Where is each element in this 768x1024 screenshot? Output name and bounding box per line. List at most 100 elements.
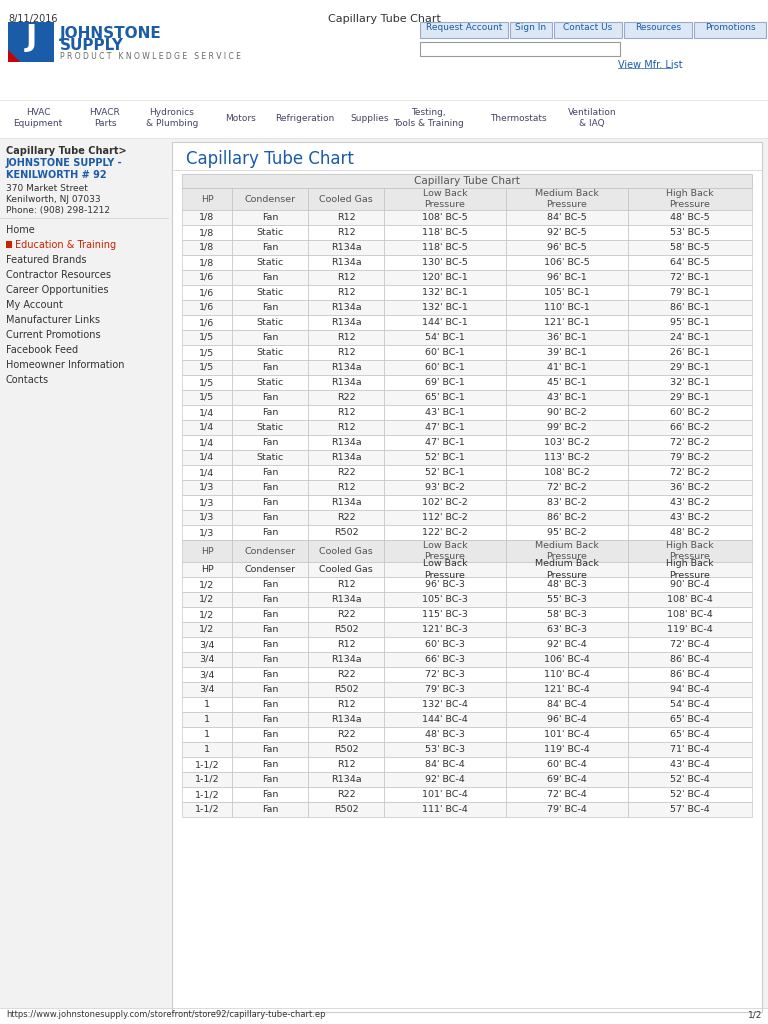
Bar [182, 465, 232, 480]
Text: 65' BC-4: 65' BC-4 [670, 715, 710, 724]
Text: 106' BC-5: 106' BC-5 [544, 258, 590, 267]
Text: 1/6: 1/6 [200, 273, 214, 282]
Text: 1-1/2: 1-1/2 [194, 805, 220, 814]
Bar [628, 622, 752, 637]
Bar [506, 787, 628, 802]
Text: Pressure: Pressure [425, 570, 465, 580]
Bar [384, 540, 506, 562]
Bar [506, 240, 628, 255]
Bar [628, 712, 752, 727]
Text: 79' BC-4: 79' BC-4 [547, 805, 587, 814]
Bar [506, 375, 628, 390]
Text: R22: R22 [336, 790, 356, 799]
Bar [506, 270, 628, 285]
Text: Fan: Fan [262, 715, 278, 724]
Text: 112' BC-2: 112' BC-2 [422, 513, 468, 522]
Text: Motors: Motors [224, 114, 256, 123]
Text: 3/4: 3/4 [200, 640, 215, 649]
Text: R134a: R134a [331, 775, 361, 784]
Text: JOHNSTONE: JOHNSTONE [60, 26, 162, 41]
Text: 47' BC-1: 47' BC-1 [425, 423, 465, 432]
Text: 1/3: 1/3 [200, 513, 215, 522]
Text: 1-1/2: 1-1/2 [194, 775, 220, 784]
Text: Pressure: Pressure [425, 552, 465, 561]
Text: 65' BC-4: 65' BC-4 [670, 730, 710, 739]
Text: Current Promotions: Current Promotions [6, 330, 101, 340]
Bar [0, 138, 768, 1024]
Text: 132' BC-1: 132' BC-1 [422, 288, 468, 297]
Text: 47' BC-1: 47' BC-1 [425, 438, 465, 447]
Text: Ventilation: Ventilation [568, 108, 616, 117]
Bar [182, 772, 232, 787]
Bar [232, 592, 308, 607]
Text: R134a: R134a [331, 243, 361, 252]
Text: 86' BC-1: 86' BC-1 [670, 303, 710, 312]
Bar [182, 390, 232, 406]
Text: Refrigeration: Refrigeration [276, 114, 335, 123]
Bar [308, 375, 384, 390]
Text: Fan: Fan [262, 640, 278, 649]
Bar [232, 330, 308, 345]
Bar [554, 22, 622, 38]
Bar [232, 480, 308, 495]
Text: 108' BC-2: 108' BC-2 [544, 468, 590, 477]
Text: 119' BC-4: 119' BC-4 [544, 745, 590, 754]
Bar [182, 285, 232, 300]
Text: Home: Home [6, 225, 35, 234]
Bar [182, 210, 232, 225]
Text: Pressure: Pressure [547, 570, 588, 580]
Text: 110' BC-1: 110' BC-1 [544, 303, 590, 312]
Bar [628, 240, 752, 255]
Bar [384, 510, 506, 525]
Text: 32' BC-1: 32' BC-1 [670, 378, 710, 387]
Bar [628, 480, 752, 495]
Bar [506, 712, 628, 727]
Text: 57' BC-4: 57' BC-4 [670, 805, 710, 814]
Text: 79' BC-1: 79' BC-1 [670, 288, 710, 297]
Bar [506, 682, 628, 697]
Bar [628, 637, 752, 652]
Text: 36' BC-2: 36' BC-2 [670, 483, 710, 492]
Bar [506, 420, 628, 435]
Text: Fan: Fan [262, 513, 278, 522]
Text: 120' BC-1: 120' BC-1 [422, 273, 468, 282]
Text: 1-1/2: 1-1/2 [194, 790, 220, 799]
Text: 64' BC-5: 64' BC-5 [670, 258, 710, 267]
Text: Parts: Parts [94, 119, 116, 128]
Bar [182, 315, 232, 330]
Text: HP: HP [200, 565, 214, 574]
Text: 60' BC-4: 60' BC-4 [547, 760, 587, 769]
Text: 1/5: 1/5 [200, 378, 214, 387]
Bar [628, 315, 752, 330]
Bar [182, 480, 232, 495]
Text: 1/6: 1/6 [200, 303, 214, 312]
Bar [506, 562, 628, 577]
Text: Condenser: Condenser [244, 547, 296, 555]
Bar [182, 174, 752, 188]
Text: Resources: Resources [635, 23, 681, 32]
Bar [384, 240, 506, 255]
Text: 113' BC-2: 113' BC-2 [544, 453, 590, 462]
Bar [506, 802, 628, 817]
Bar [232, 345, 308, 360]
Bar [0, 138, 168, 998]
Bar [420, 22, 508, 38]
Text: 29' BC-1: 29' BC-1 [670, 393, 710, 402]
Bar [308, 345, 384, 360]
Bar [308, 787, 384, 802]
Bar [182, 592, 232, 607]
Bar [308, 360, 384, 375]
Text: 1: 1 [204, 745, 210, 754]
Text: Low Back: Low Back [422, 541, 467, 550]
Text: J: J [25, 23, 37, 52]
Bar [232, 450, 308, 465]
Text: Fan: Fan [262, 580, 278, 589]
Bar [232, 375, 308, 390]
Bar [506, 315, 628, 330]
Text: Contractor Resources: Contractor Resources [6, 270, 111, 280]
Text: Contacts: Contacts [6, 375, 49, 385]
Text: R134a: R134a [331, 303, 361, 312]
Bar [628, 330, 752, 345]
Bar [628, 435, 752, 450]
Text: 79' BC-3: 79' BC-3 [425, 685, 465, 694]
